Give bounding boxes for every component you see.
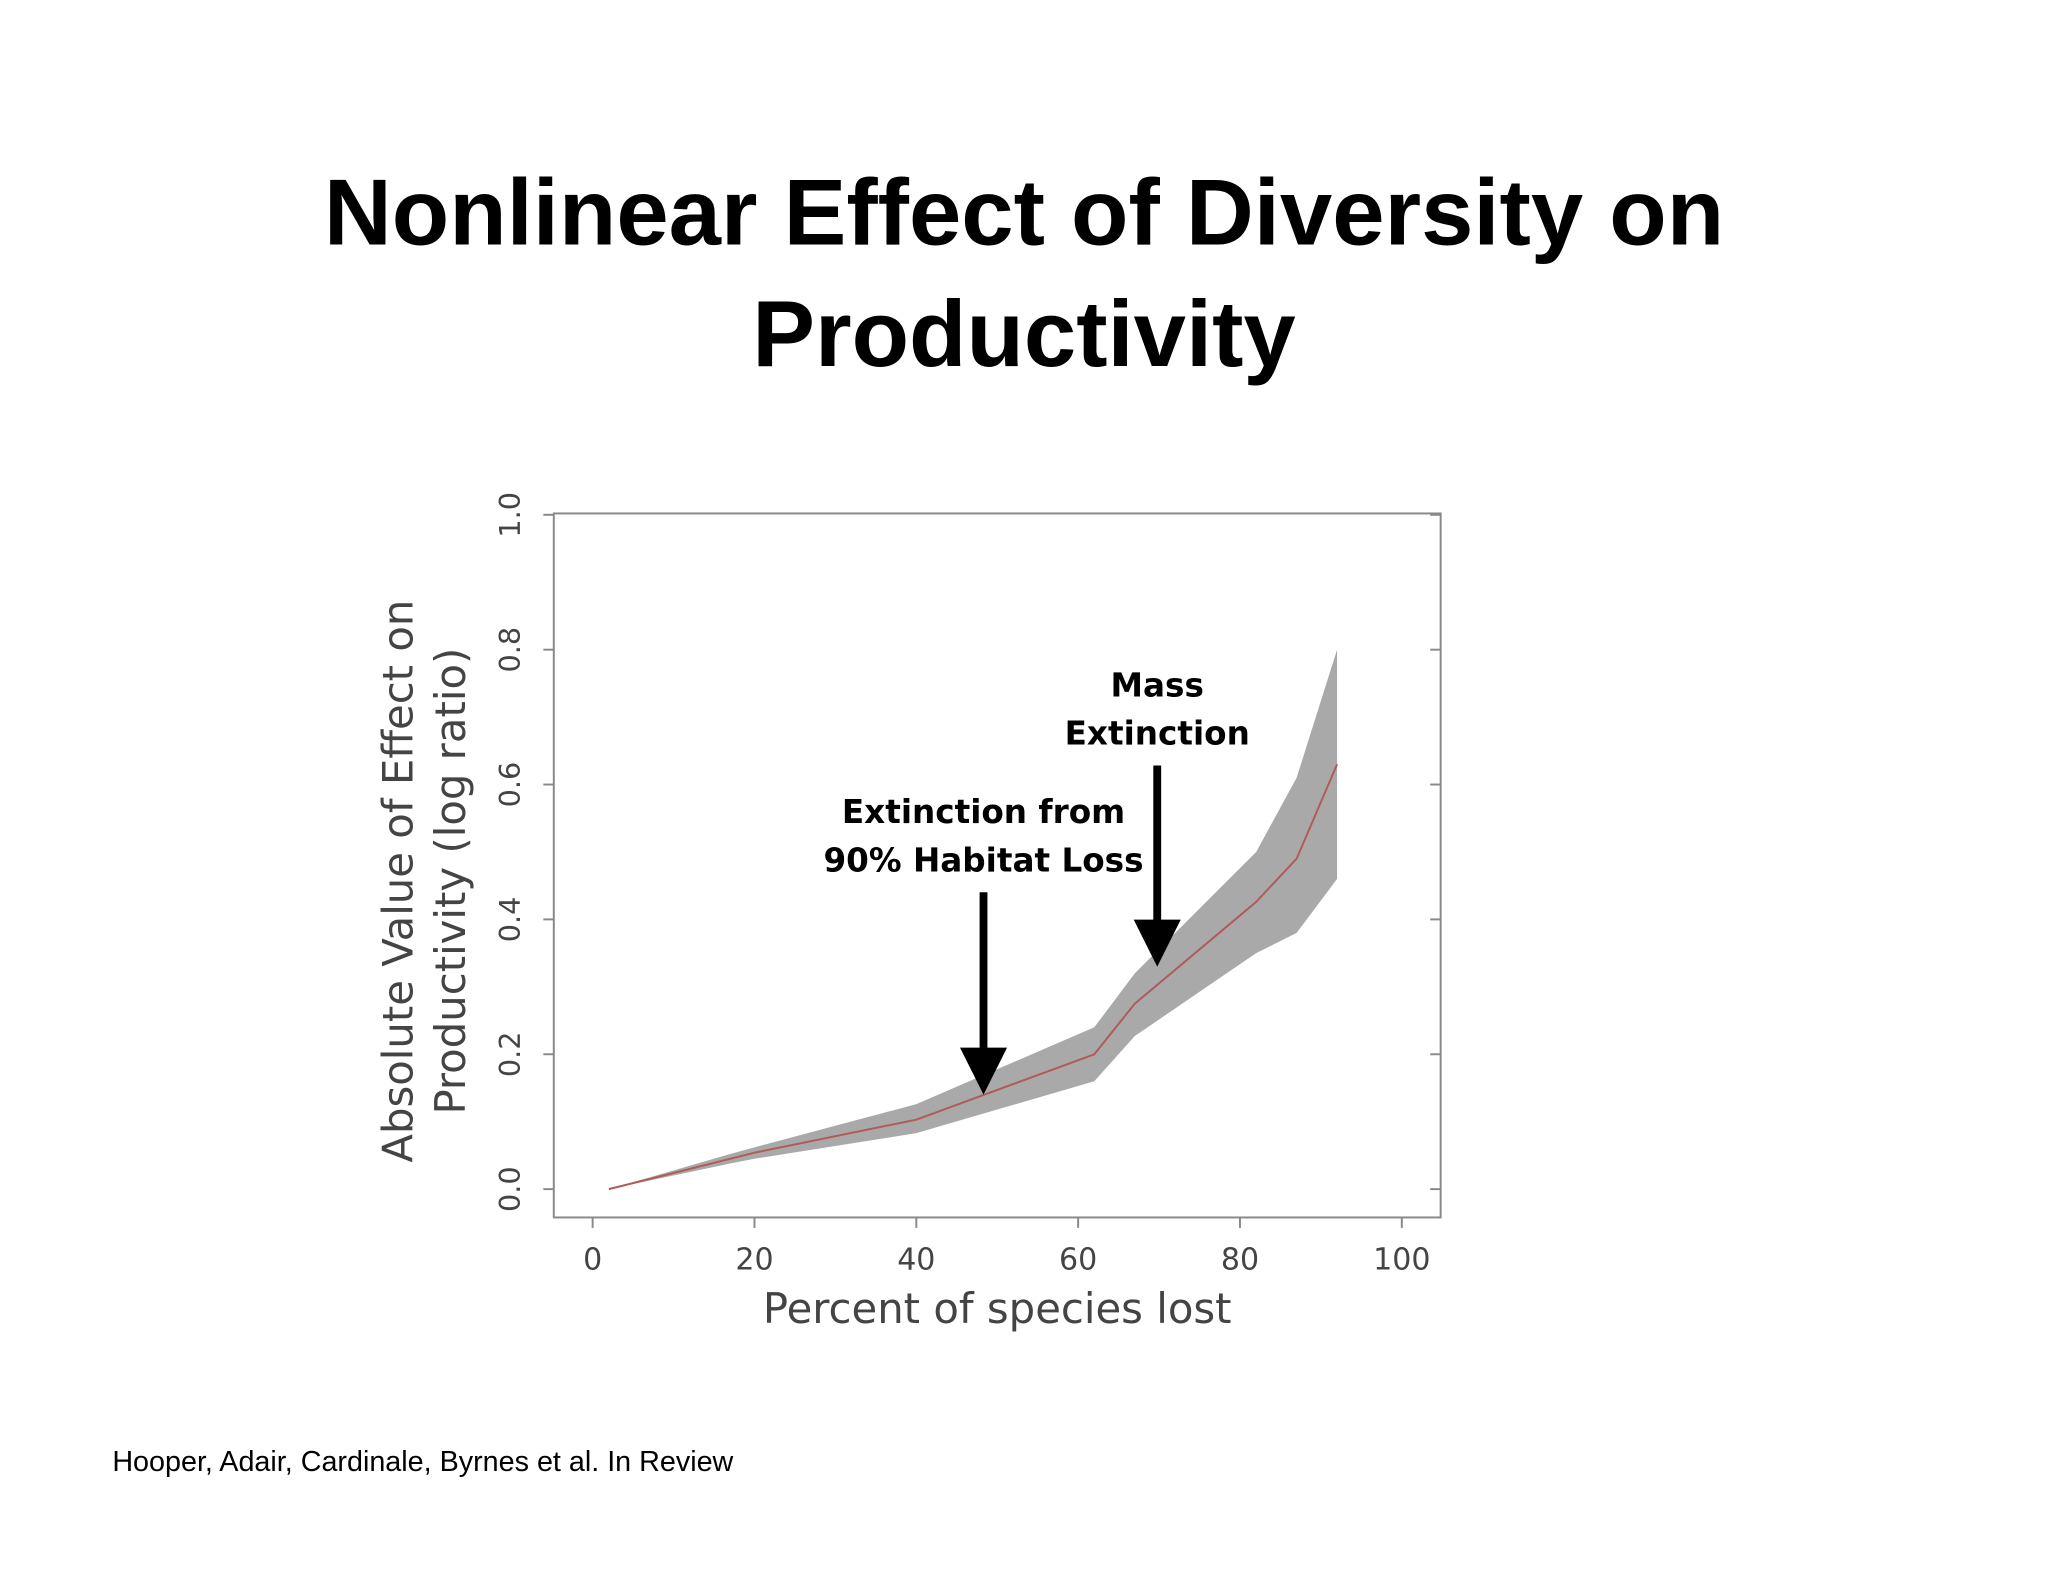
slide-title: Productivity (752, 281, 1295, 386)
y-axis-label: Absolute Value of Effect on (374, 600, 423, 1163)
x-tick-label: 80 (1221, 1243, 1259, 1278)
annotation: Extinction from (842, 793, 1125, 831)
annotation: Extinction (1065, 715, 1250, 753)
x-tick-label: 40 (897, 1243, 935, 1278)
plot-frame (552, 512, 1442, 1219)
x-tick-label: 0 (583, 1243, 602, 1278)
y-tick-label: 0.6 (493, 762, 527, 808)
x-tick-label: 20 (735, 1243, 773, 1278)
y-tick-label: 0.8 (493, 627, 527, 673)
slide-title: Nonlinear Effect of Diversity on (324, 159, 1724, 264)
annotation: Mass (1111, 666, 1204, 704)
citation: Hooper, Adair, Cardinale, Byrnes et al. … (112, 1446, 733, 1478)
y-axis-label: Productivity (log ratio) (426, 648, 475, 1115)
y-tick-label: 1.0 (493, 492, 527, 538)
y-tick-label: 0.2 (493, 1031, 527, 1077)
annotation: 90% Habitat Loss (823, 841, 1143, 879)
x-tick-label: 100 (1373, 1243, 1430, 1278)
y-tick-label: 0.4 (493, 897, 527, 943)
y-tick-label: 0.0 (493, 1166, 527, 1212)
x-axis-label: Percent of species lost (763, 1284, 1232, 1333)
mean-line (608, 763, 1338, 1191)
x-tick-label: 60 (1059, 1243, 1097, 1278)
